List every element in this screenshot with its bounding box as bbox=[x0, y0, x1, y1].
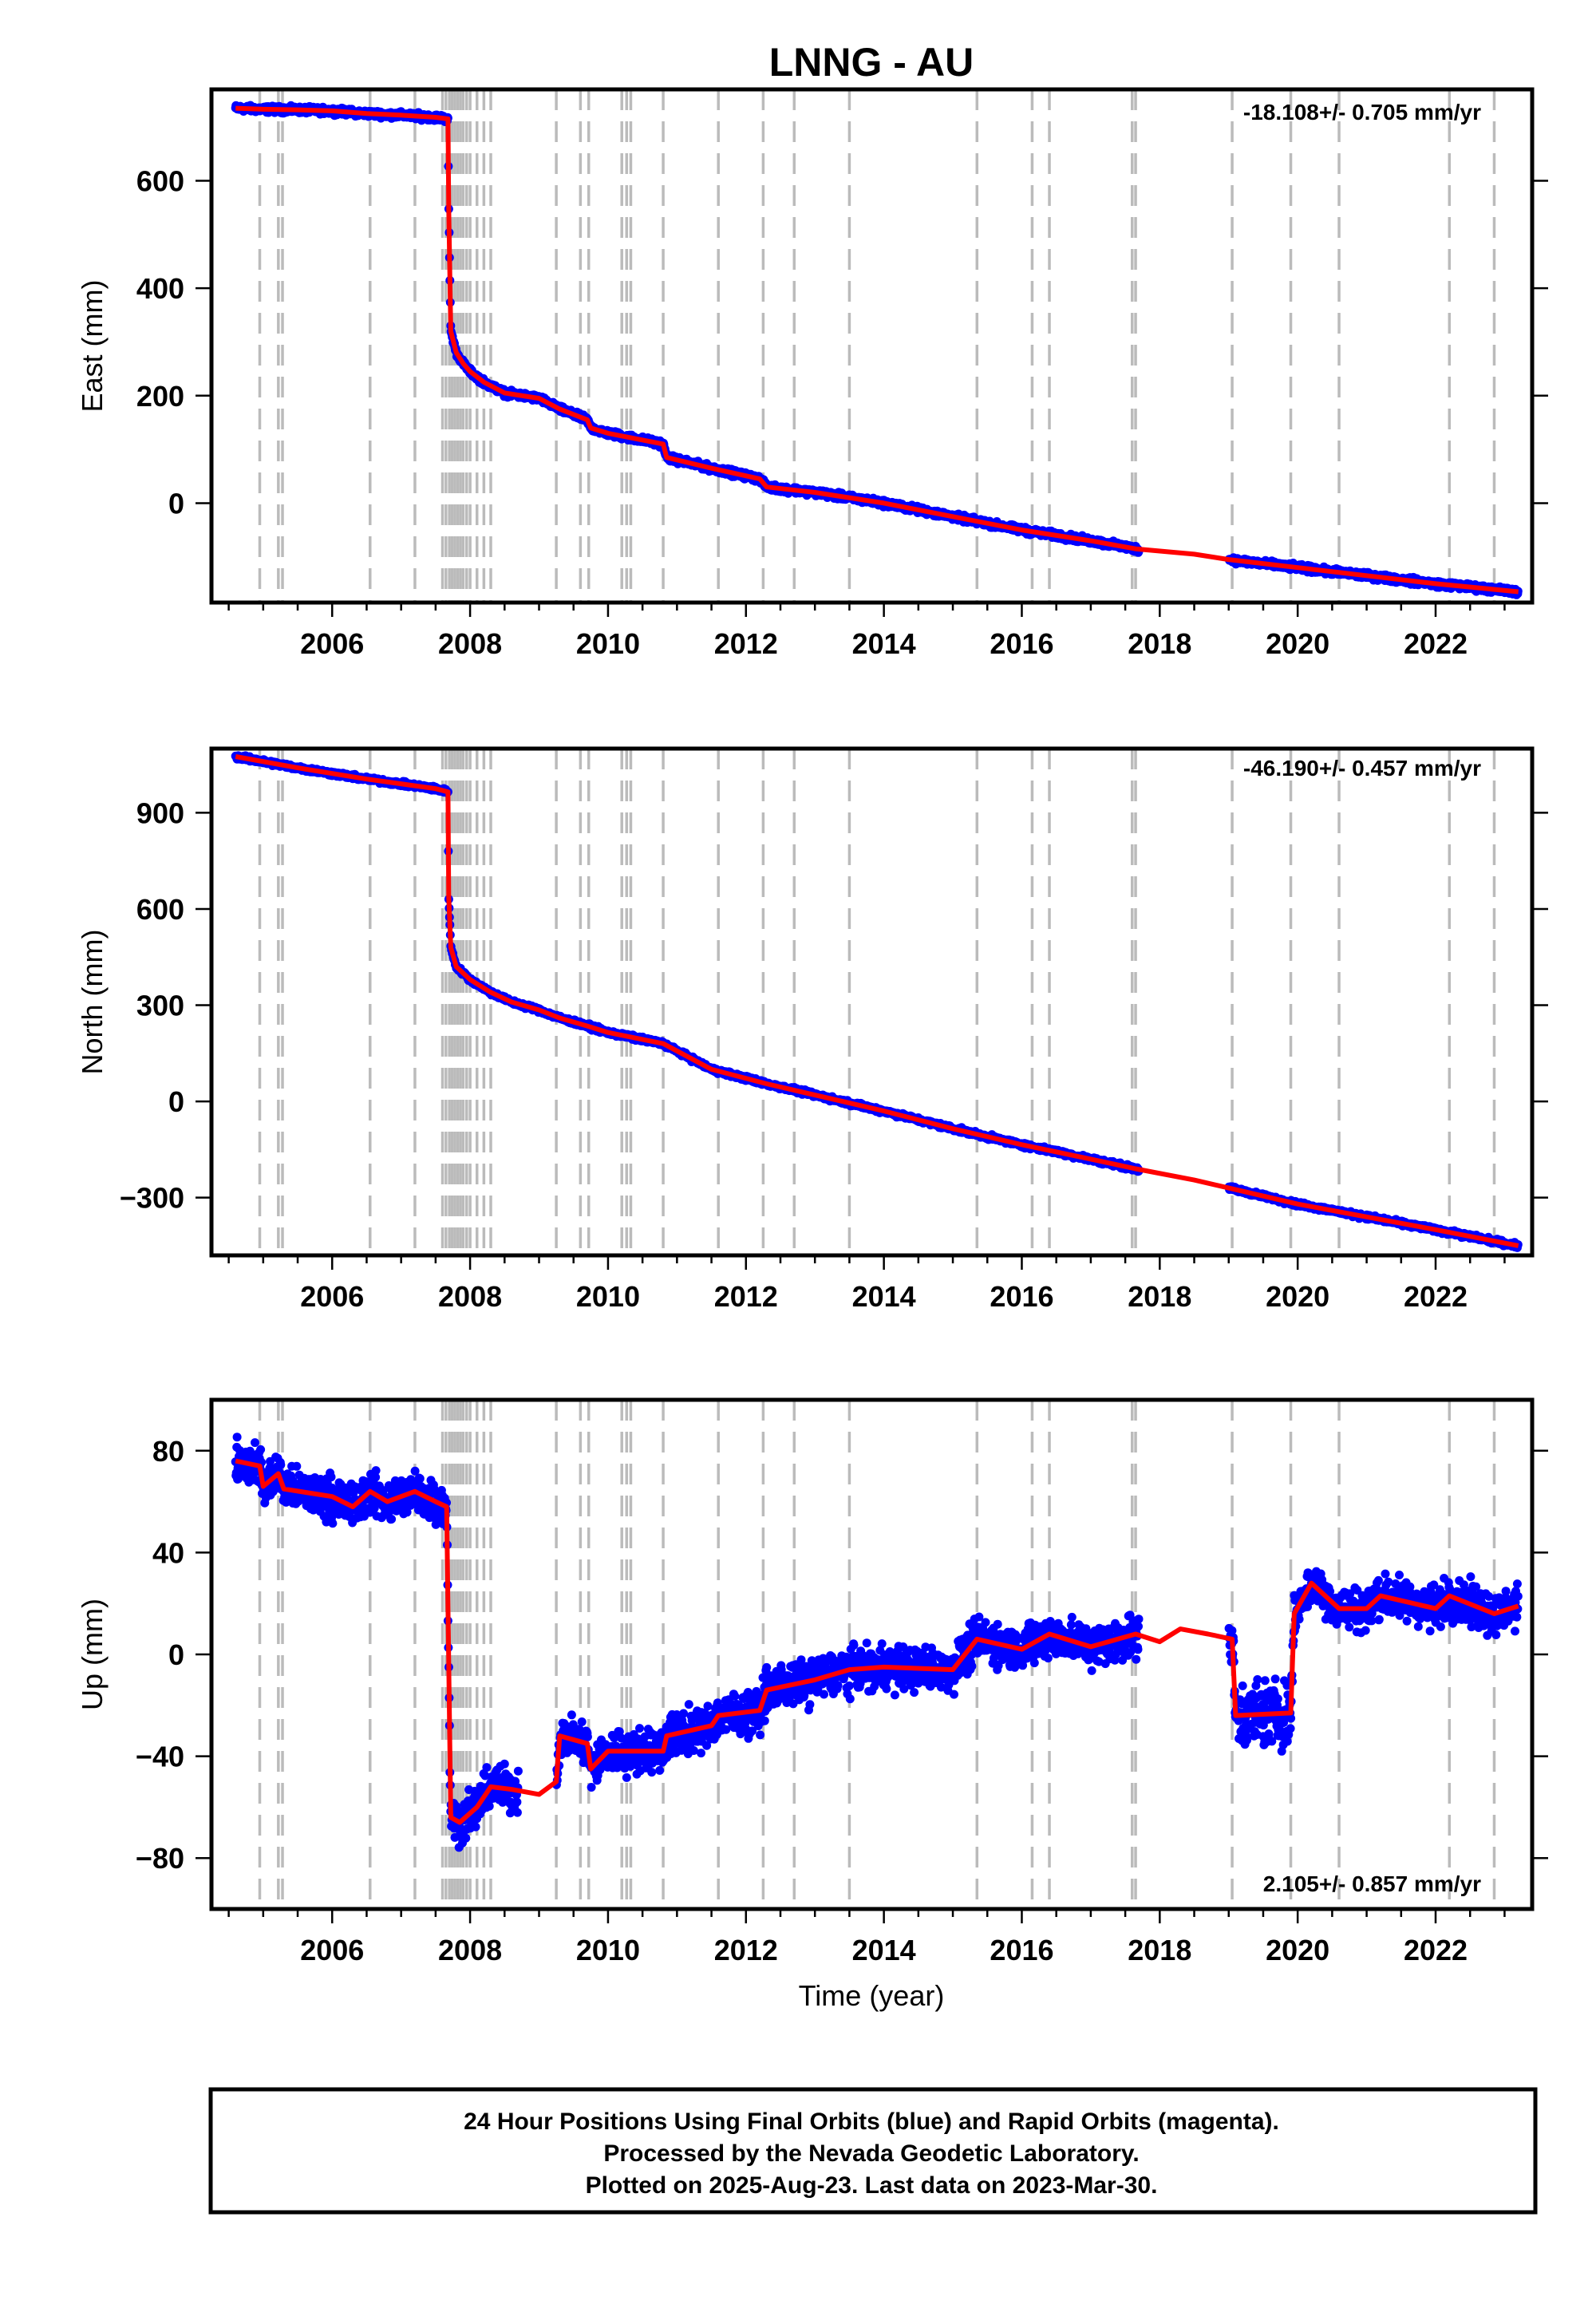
x-tick-label: 2016 bbox=[990, 627, 1053, 660]
event-lines bbox=[258, 89, 1496, 603]
x-tick-label: 2010 bbox=[576, 627, 640, 660]
y-tick-label: 600 bbox=[136, 164, 184, 197]
y-tick-label: 0 bbox=[168, 487, 184, 520]
y-axis-label: East (mm) bbox=[76, 280, 109, 413]
y-tick-label: 400 bbox=[136, 272, 184, 305]
panels: 2006 2008 2010 2012 2014 2016 2018 2020 2022 0 200… bbox=[76, 87, 1548, 1966]
x-tick-label: 2008 bbox=[438, 627, 502, 660]
panel-2: 2006 2008 2010 2012 2014 2016 2018 2020 2022−300… bbox=[76, 746, 1548, 1313]
data-points bbox=[231, 101, 1523, 599]
rate-label: -18.108+/- 0.705 mm/yr bbox=[1243, 100, 1481, 124]
event-lines bbox=[258, 749, 1496, 1255]
x-tick-label: 2018 bbox=[1128, 627, 1191, 660]
x-tick-label: 2006 bbox=[300, 627, 364, 660]
panel-1: 2006 2008 2010 2012 2014 2016 2018 2020 2022 0 200… bbox=[76, 87, 1548, 660]
data-points bbox=[231, 751, 1523, 1252]
x-tick-label: 2012 bbox=[714, 627, 778, 660]
model-line bbox=[235, 105, 1519, 595]
x-tick-label: 2014 bbox=[852, 627, 916, 660]
chart-title: LNNG - AU bbox=[769, 40, 974, 85]
x-tick-label: 2022 bbox=[1404, 627, 1468, 660]
x-tick-label: 2020 bbox=[1266, 627, 1329, 660]
plot-frame bbox=[209, 87, 1535, 605]
y-tick-label: 200 bbox=[136, 380, 184, 413]
